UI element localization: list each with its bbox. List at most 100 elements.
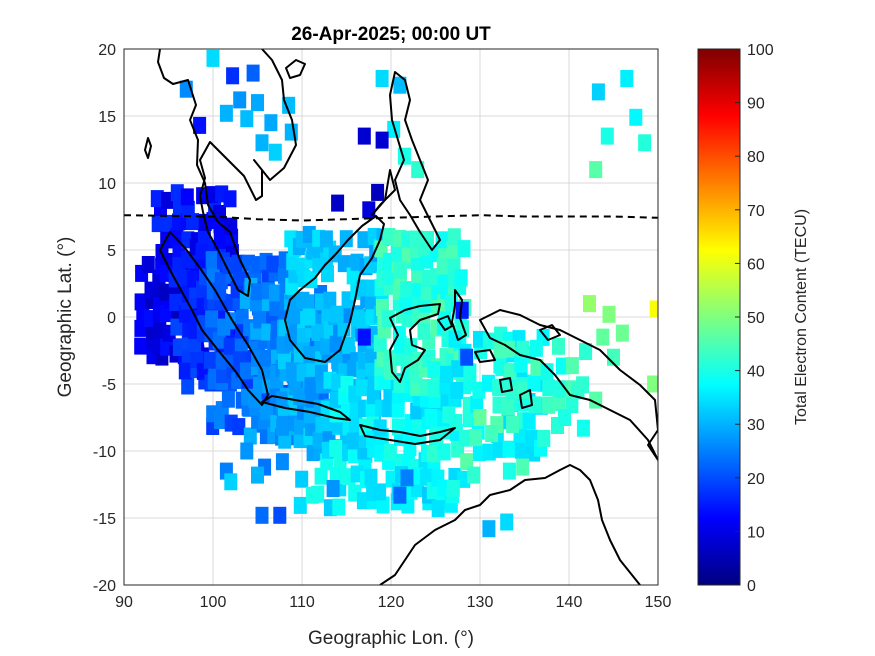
tec-tile — [216, 366, 229, 384]
tec-tile — [375, 131, 389, 149]
tec-tile — [296, 291, 310, 309]
tec-tile — [460, 453, 474, 471]
tec-tile — [516, 340, 530, 358]
tec-tile — [382, 228, 396, 245]
magnetic-equator-line — [124, 214, 658, 222]
x-tick-label: 110 — [289, 594, 315, 611]
tec-tile — [583, 295, 596, 313]
x-tick-label: 90 — [115, 594, 133, 611]
tec-tile — [206, 49, 220, 67]
tec-tile — [500, 513, 514, 531]
tec-tile — [246, 64, 260, 82]
coastlines — [144, 49, 658, 585]
tec-tile — [287, 307, 301, 325]
tec-tile — [591, 83, 605, 101]
tec-tile — [251, 466, 264, 484]
tec-tile — [376, 496, 390, 514]
tec-tile — [417, 322, 431, 340]
tec-tile — [341, 336, 355, 354]
tec-tile — [558, 409, 571, 426]
tec-tile — [278, 431, 292, 449]
tec-tile — [286, 253, 300, 271]
tec-tile — [264, 114, 278, 132]
y-tick-label: 20 — [98, 42, 116, 59]
tec-tile — [455, 301, 469, 319]
tec-tile — [357, 231, 371, 249]
tec-tile — [459, 429, 473, 447]
tec-tile — [400, 281, 414, 299]
tec-tile — [503, 363, 517, 381]
tec-tile — [421, 230, 434, 248]
tec-tile — [231, 254, 245, 272]
tec-tile — [373, 419, 387, 437]
tec-tile — [427, 380, 441, 398]
tec-tile — [440, 365, 454, 383]
chart-title: 26-Apr-2025; 00:00 UT — [291, 24, 491, 45]
tec-tile — [448, 330, 462, 348]
tec-tile — [251, 94, 264, 112]
tec-tile — [454, 269, 468, 287]
tec-tile — [542, 379, 556, 397]
tec-tile — [223, 190, 237, 208]
tec-tile — [576, 419, 590, 437]
tec-tile — [579, 343, 593, 360]
tec-tile — [233, 91, 247, 109]
y-tick-label: -10 — [93, 444, 116, 461]
tec-tile — [542, 396, 556, 414]
tec-tile — [373, 334, 387, 352]
tec-tile — [457, 470, 471, 488]
tec-tile — [240, 442, 254, 460]
tec-tile — [329, 467, 343, 484]
colorbar-tick-label: 50 — [747, 310, 765, 327]
tec-tile — [159, 283, 173, 301]
tec-tile — [446, 241, 460, 259]
tec-tile — [629, 108, 643, 126]
tec-tile — [469, 429, 483, 447]
tec-tile — [311, 485, 325, 503]
tec-tile — [221, 390, 235, 408]
tec-tile — [373, 483, 387, 501]
tec-tile — [193, 116, 207, 134]
tec-tile — [400, 469, 414, 487]
tec-tile — [649, 300, 658, 318]
tec-tile — [420, 283, 434, 301]
tec-tile — [295, 470, 309, 488]
tec-tile — [239, 362, 253, 380]
tec-tile — [485, 425, 499, 443]
tec-tile — [276, 418, 290, 436]
tec-tile — [516, 458, 530, 476]
tec-tile — [552, 337, 565, 355]
colorbar-tick-label: 60 — [747, 256, 765, 273]
tec-tile — [329, 439, 343, 457]
tec-tile — [134, 337, 148, 355]
colorbar-tick-label: 90 — [747, 96, 765, 113]
tec-tile — [393, 76, 407, 94]
x-tick-label: 150 — [645, 594, 672, 611]
tec-tile — [481, 374, 495, 392]
y-tick-label: -20 — [93, 578, 116, 595]
colorbar-tick-label: 70 — [747, 203, 765, 220]
tec-tile — [223, 337, 237, 355]
tec-tile — [362, 201, 376, 219]
tec-tile — [420, 468, 433, 486]
tec-tile — [571, 382, 585, 400]
tec-tile — [437, 443, 451, 461]
colorbar — [697, 48, 741, 586]
tec-tile — [205, 251, 219, 269]
tec-tile — [302, 308, 316, 326]
tec-tile — [219, 104, 233, 122]
tec-tile — [255, 134, 269, 152]
tec-tile — [450, 382, 464, 399]
tec-tile — [638, 134, 652, 152]
tec-tile — [251, 283, 264, 301]
tec-tile — [501, 398, 515, 416]
tec-tile — [346, 432, 360, 450]
colorbar-label: Total Electron Content (TECU) — [793, 209, 810, 425]
y-tick-label: 10 — [98, 176, 116, 193]
tec-tile — [437, 271, 451, 289]
tec-tile — [596, 328, 610, 346]
tec-tile — [602, 305, 616, 323]
tec-tile — [492, 378, 506, 396]
tec-tile — [436, 257, 450, 275]
